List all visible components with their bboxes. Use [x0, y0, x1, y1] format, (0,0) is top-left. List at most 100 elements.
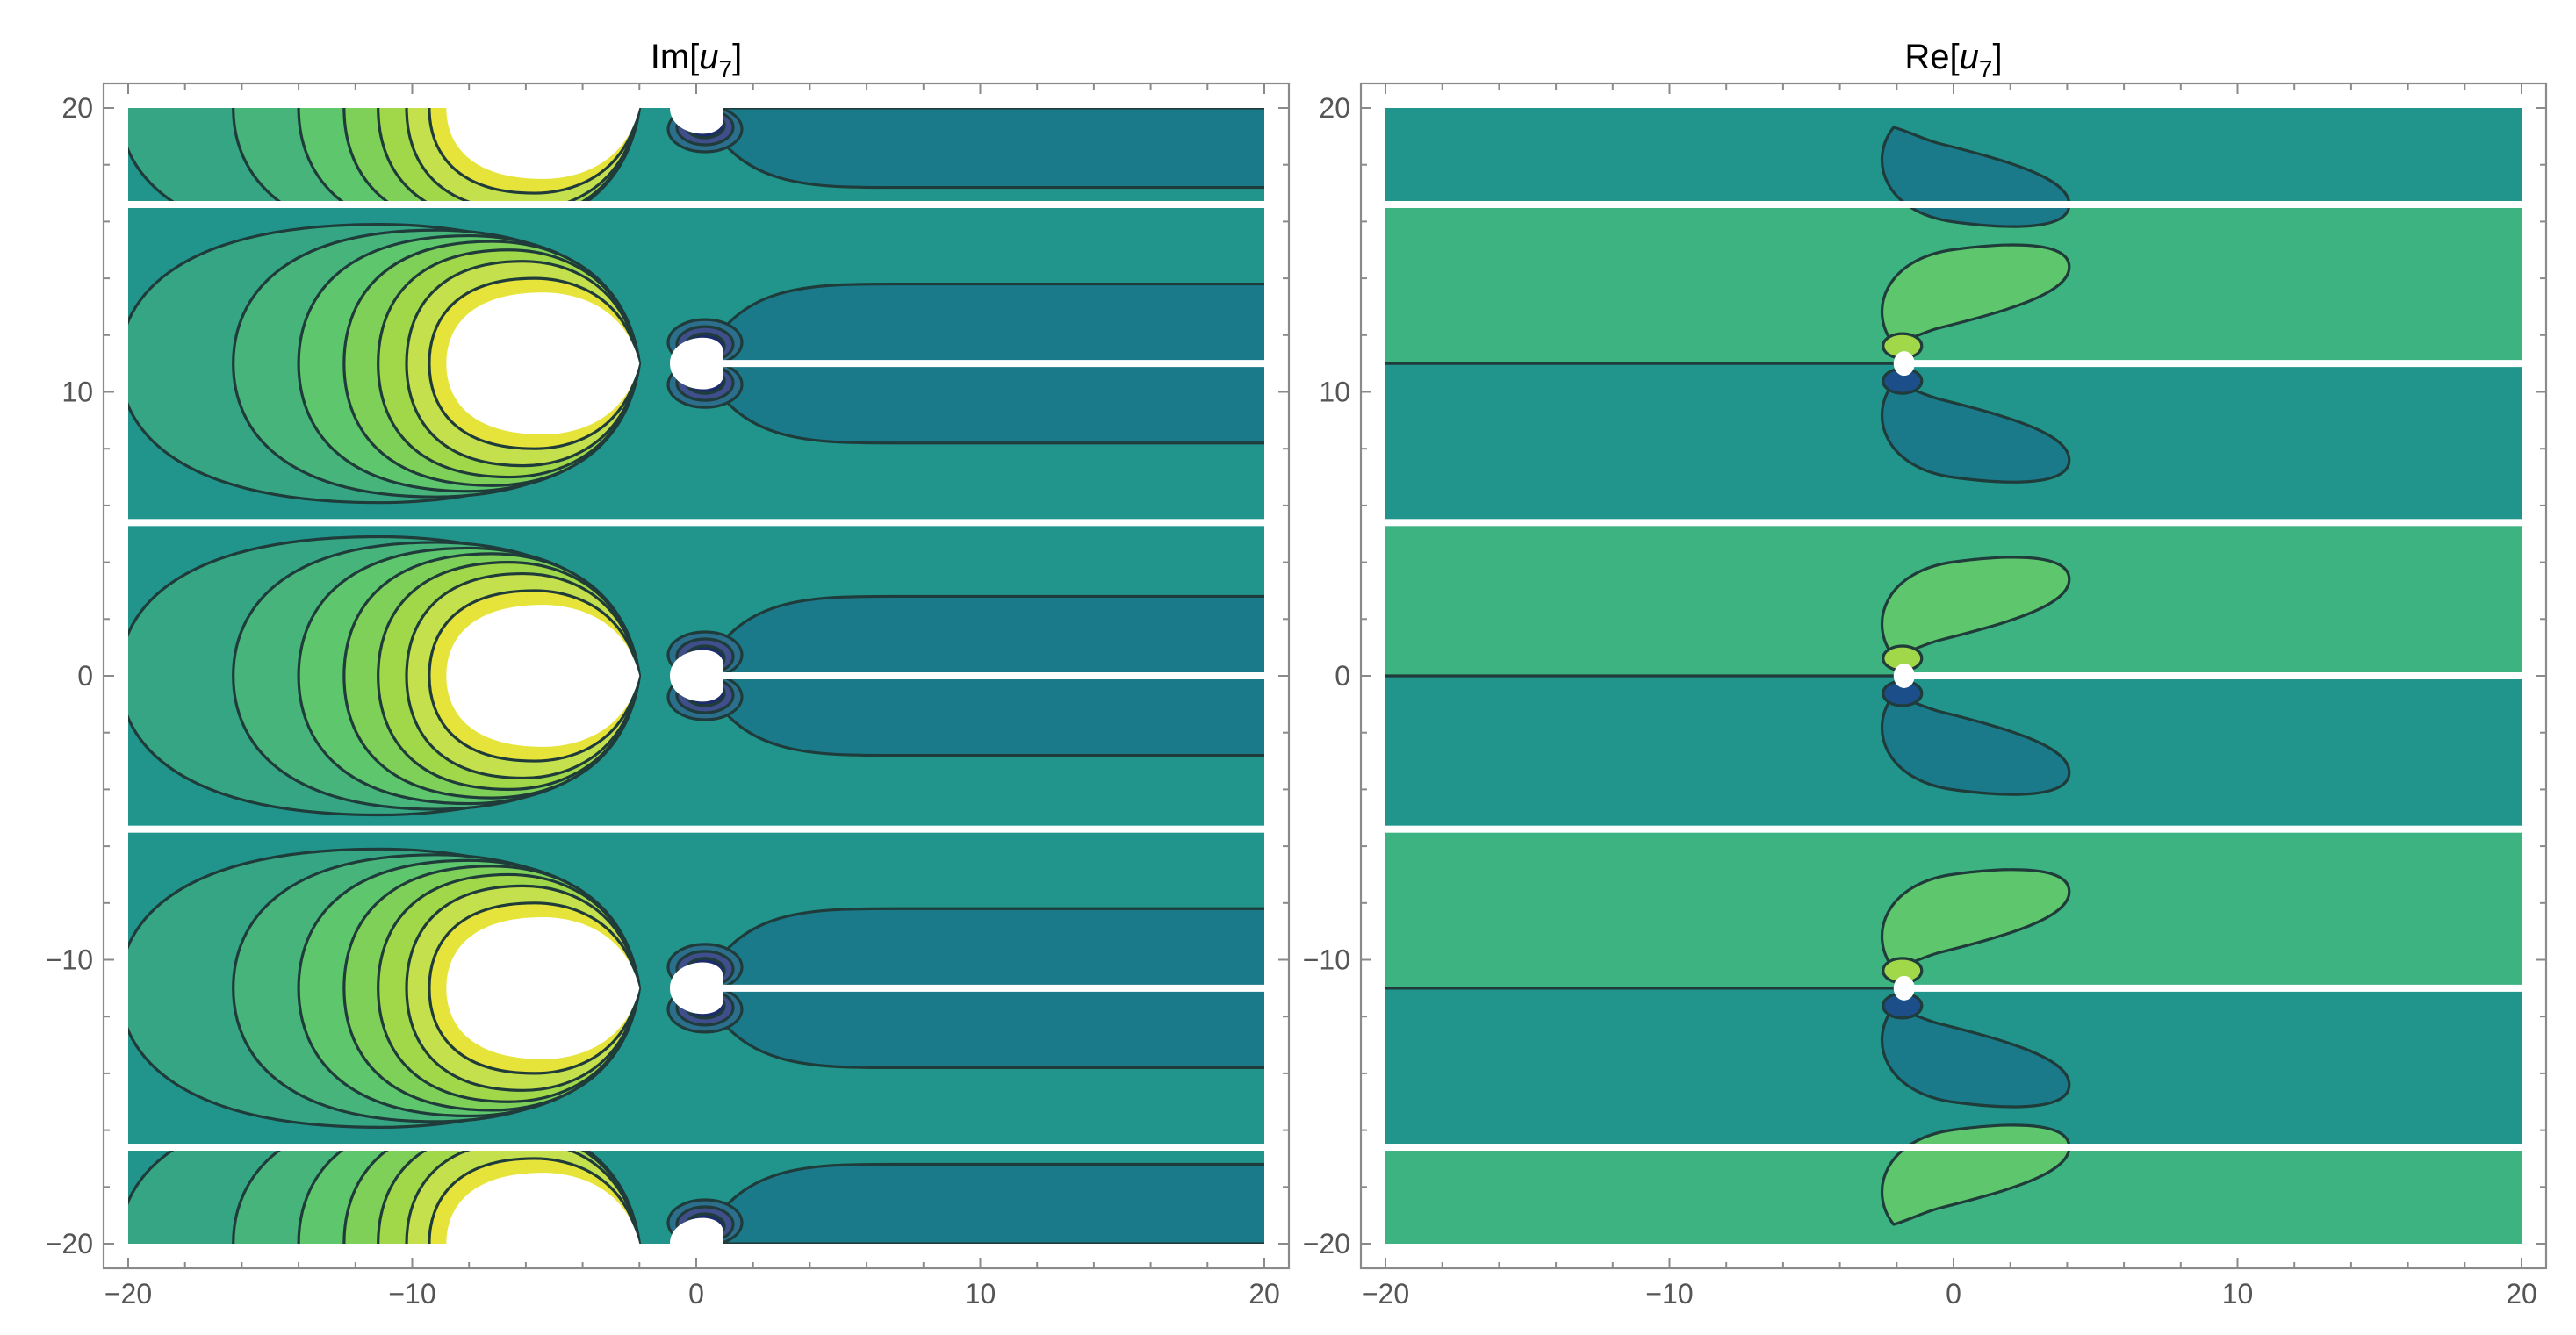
right-strip-boundary — [1385, 1144, 2522, 1152]
left-title-prefix: Im[ — [651, 38, 700, 76]
right-axes: −20 −10 0 10 20 −20 −10 0 10 20 — [1303, 83, 2546, 1310]
right-singularity — [1893, 351, 1915, 377]
left-lobe-level-fill — [446, 916, 640, 1059]
right-strip-boundary — [1385, 200, 2522, 208]
left-lobe-group — [128, 535, 744, 817]
left-dark-band-contour — [700, 282, 1264, 445]
left-ytick-label: 0 — [77, 660, 93, 692]
right-lobe-contour — [1880, 126, 2071, 228]
right-title: Re[u7] — [1904, 38, 2002, 83]
left-lobe-group — [128, 847, 744, 1129]
left-lobe-level-contour — [342, 240, 641, 487]
left-singularity — [670, 1217, 723, 1244]
left-lobe-level-contour — [428, 276, 641, 450]
right-inner-lobe — [1882, 369, 1922, 394]
left-lobe-level-contour — [405, 571, 641, 780]
left-lobe-level-contour — [232, 541, 641, 811]
left-deep-lobe — [677, 1245, 733, 1281]
left-lobe-level-contour — [377, 561, 641, 791]
left-ytick-label: −10 — [46, 944, 93, 976]
left-xtick-label: 20 — [1248, 1278, 1280, 1310]
right-lobe — [1882, 383, 2069, 483]
left-lobe-level-contour — [405, 884, 641, 1092]
right-ytick-label: 0 — [1335, 660, 1350, 692]
left-strip-boundary — [128, 200, 1264, 208]
right-lobe-contour — [1880, 868, 2071, 971]
left-lobe-level-contour — [428, 589, 641, 763]
left-lobe-level-fill — [446, 1173, 640, 1244]
left-dark-band — [702, 108, 1264, 188]
right-ytick-label: −10 — [1303, 944, 1350, 976]
left-lobe-level-contour — [405, 260, 641, 468]
left-title-suffix: ] — [732, 38, 742, 76]
right-xtick-label: 0 — [1946, 1278, 1961, 1310]
right-inner-lobe — [1882, 958, 1922, 983]
right-ytick-label: −20 — [1303, 1228, 1350, 1260]
right-lobe-contour — [1880, 556, 2071, 658]
left-title: Im[u7] — [651, 38, 743, 83]
left-title-var: u — [699, 38, 718, 76]
left-lobe-level-contour — [297, 546, 641, 806]
left-dark-band-contour — [700, 108, 1264, 190]
left-title-sub: 7 — [719, 55, 733, 83]
left-strip-boundary — [128, 1144, 1264, 1152]
left-dark-band-contour — [700, 594, 1264, 757]
left-deep-lobe-contour — [677, 1245, 733, 1281]
left-lobe-level-fill — [446, 108, 640, 179]
left-xtick-label: 0 — [688, 1278, 704, 1310]
left-dark-band-contour — [700, 907, 1264, 1070]
right-lobe — [1882, 695, 2069, 795]
left-deep-lobe-contour — [686, 1249, 724, 1274]
right-lobe — [1882, 1007, 2069, 1107]
left-lobe-level-contour — [297, 233, 641, 493]
right-xtick-label: −10 — [1645, 1278, 1693, 1310]
left-dark-band-contour — [700, 1162, 1264, 1244]
left-deep-lobe-contour — [666, 108, 744, 154]
right-inner-lobe — [1882, 334, 1922, 359]
left-dark-band — [702, 1164, 1264, 1244]
right-xtick-label: 10 — [2222, 1278, 2254, 1310]
left-lobe-level-contour — [342, 865, 641, 1112]
right-lobe-contour — [1880, 1123, 2071, 1226]
left-xtick-label: −20 — [104, 1278, 152, 1310]
right-title-prefix: Re[ — [1904, 38, 1959, 76]
left-lobe-level-contour — [428, 901, 641, 1075]
left-deep-lobe-contour — [686, 1240, 724, 1244]
right-lobe-contour — [1880, 1006, 2071, 1109]
right-lobe — [1882, 869, 2069, 969]
left-strip-boundary — [128, 519, 1264, 527]
left-lobe-level-fill — [446, 605, 640, 747]
right-title-sub: 7 — [1979, 55, 1993, 83]
left-deep-lobe — [686, 1249, 724, 1274]
left-panel: Im[u7] −20 −10 0 10 20 −20 −10 0 10 20 — [46, 38, 1291, 1310]
left-singularity — [670, 108, 723, 134]
right-lobe-contour — [1880, 243, 2071, 346]
left-lobe-group — [128, 223, 744, 505]
right-lobe — [1882, 245, 2069, 345]
right-lobe-contour — [1880, 693, 2071, 796]
right-panel: Re[u7] −20 −10 0 10 20 −20 −10 0 10 20 — [1303, 38, 2548, 1310]
left-ytick-label: 10 — [61, 377, 93, 408]
right-title-suffix: ] — [1992, 38, 2002, 76]
left-lobe-level-contour — [342, 552, 641, 800]
left-xtick-label: −10 — [388, 1278, 435, 1310]
right-inner-lobe — [1882, 993, 1922, 1018]
left-lobe-group — [128, 108, 744, 205]
left-lobe-level-fill — [446, 292, 640, 435]
left-axes: −20 −10 0 10 20 −20 −10 0 10 20 — [46, 83, 1289, 1310]
right-inner-lobe — [1882, 646, 1922, 671]
left-deep-lobe — [690, 1242, 720, 1244]
right-singularity — [1893, 975, 1915, 1001]
left-lobe-level-contour — [428, 1157, 641, 1244]
right-strip-boundary — [1385, 519, 2522, 527]
right-lobe — [1882, 556, 2069, 657]
right-title-var: u — [1960, 38, 1979, 76]
left-lobe-level-contour — [232, 228, 641, 499]
right-inner-lobe — [1882, 681, 1922, 706]
left-plot-area — [128, 108, 1264, 1281]
right-xtick-label: 20 — [2506, 1278, 2537, 1310]
left-ytick-label: 20 — [61, 92, 93, 124]
left-lobe-group — [128, 1147, 744, 1281]
right-lobe-contour — [1880, 381, 2071, 484]
